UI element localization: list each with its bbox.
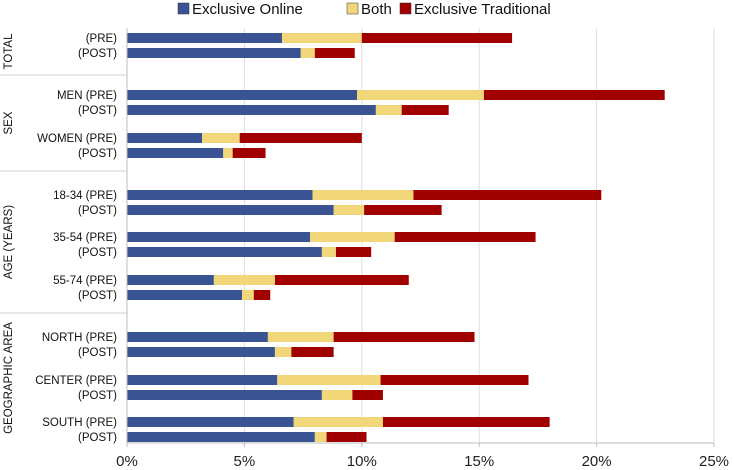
row-label-3-4: SOUTH (PRE) bbox=[42, 417, 117, 429]
legend-label-0: Exclusive Online bbox=[192, 1, 303, 18]
row-label-3-5: (POST) bbox=[78, 432, 117, 444]
row-label-0-1: (POST) bbox=[78, 48, 117, 60]
bar-3-1-2 bbox=[291, 347, 334, 357]
bar-3-2-1 bbox=[277, 375, 381, 385]
bar-1-3-2 bbox=[232, 148, 266, 158]
bar-1-0-2 bbox=[483, 90, 665, 100]
bar-2-4-1 bbox=[213, 275, 275, 285]
bar-0-1-1 bbox=[300, 48, 315, 58]
legend-swatch-0 bbox=[177, 2, 190, 15]
legend: Exclusive Online Both Exclusive Traditiona… bbox=[177, 1, 551, 18]
bar-2-1-2 bbox=[364, 205, 442, 215]
bar-1-3-1 bbox=[223, 148, 233, 158]
bar-3-0-1 bbox=[267, 332, 334, 342]
bar-2-5-1 bbox=[242, 290, 254, 300]
bar-1-2-1 bbox=[202, 133, 240, 143]
bar-1-1-0 bbox=[127, 105, 376, 115]
legend-swatch-1 bbox=[346, 2, 359, 15]
bar-2-0-1 bbox=[312, 190, 414, 200]
x-tick-label-3: 15% bbox=[464, 453, 494, 470]
row-label-3-3: (POST) bbox=[78, 390, 117, 402]
bar-1-1-1 bbox=[375, 105, 402, 115]
row-label-3-2: CENTER (PRE) bbox=[35, 375, 117, 387]
bar-1-0-1 bbox=[357, 90, 484, 100]
bar-2-3-1 bbox=[321, 247, 336, 257]
x-tick-label-0: 0% bbox=[116, 453, 138, 470]
row-label-2-3: (POST) bbox=[78, 247, 117, 259]
row-label-3-0: NORTH (PRE) bbox=[42, 332, 117, 344]
x-axis: 0% 5% 10% 15% 20% 25% bbox=[116, 28, 729, 470]
legend-label-1: Both bbox=[361, 1, 392, 18]
bars bbox=[127, 33, 665, 442]
bar-1-1-2 bbox=[401, 105, 449, 115]
group-label-0: TOTAL bbox=[3, 33, 15, 70]
row-label-2-5: (POST) bbox=[78, 290, 117, 302]
row-label-1-3: (POST) bbox=[78, 148, 117, 160]
bar-2-0-0 bbox=[127, 190, 313, 200]
bar-3-0-0 bbox=[127, 332, 268, 342]
group-label-1: SEX bbox=[3, 111, 15, 134]
bar-3-1-0 bbox=[127, 347, 275, 357]
x-tick-label-1: 5% bbox=[234, 453, 256, 470]
bar-2-2-1 bbox=[310, 232, 395, 242]
bar-2-1-0 bbox=[127, 205, 334, 215]
row-label-2-1: (POST) bbox=[78, 205, 117, 217]
bar-3-5-1 bbox=[314, 432, 327, 442]
bar-1-3-0 bbox=[127, 148, 224, 158]
bar-3-0-2 bbox=[333, 332, 475, 342]
row-label-1-0: MEN (PRE) bbox=[57, 90, 117, 102]
x-tick-label-5: 25% bbox=[699, 453, 729, 470]
bar-3-5-2 bbox=[326, 432, 367, 442]
bar-0-0-1 bbox=[281, 33, 362, 43]
bar-2-0-2 bbox=[413, 190, 602, 200]
bar-3-5-0 bbox=[127, 432, 315, 442]
bar-2-2-2 bbox=[394, 232, 536, 242]
bar-1-2-0 bbox=[127, 133, 203, 143]
bar-2-5-2 bbox=[253, 290, 271, 300]
bar-2-4-0 bbox=[127, 275, 214, 285]
group-label-2: AGE (YEARS) bbox=[3, 205, 15, 279]
bar-2-2-0 bbox=[127, 232, 311, 242]
bar-0-1-0 bbox=[127, 48, 301, 58]
bar-0-1-2 bbox=[314, 48, 355, 58]
row-label-1-1: (POST) bbox=[78, 105, 117, 117]
bar-2-5-0 bbox=[127, 290, 243, 300]
x-tick-label-4: 20% bbox=[582, 453, 612, 470]
legend-label-2: Exclusive Traditional bbox=[414, 1, 551, 18]
row-label-2-4: 55-74 (PRE) bbox=[53, 275, 117, 287]
bar-3-3-1 bbox=[321, 390, 353, 400]
row-label-1-2: WOMEN (PRE) bbox=[37, 133, 117, 145]
row-labels: (PRE) (POST) MEN (PRE) (POST) WOMEN (PRE) (PO… bbox=[35, 33, 117, 444]
bar-1-0-0 bbox=[127, 90, 358, 100]
bar-2-1-1 bbox=[333, 205, 365, 215]
bar-3-2-0 bbox=[127, 375, 278, 385]
row-label-2-0: 18-34 (PRE) bbox=[53, 190, 117, 202]
bar-3-1-1 bbox=[274, 347, 292, 357]
row-label-3-1: (POST) bbox=[78, 347, 117, 359]
bar-3-3-0 bbox=[127, 390, 322, 400]
legend-swatch-2 bbox=[399, 2, 412, 15]
bar-3-4-0 bbox=[127, 417, 294, 427]
bar-3-4-2 bbox=[382, 417, 550, 427]
bar-2-3-2 bbox=[335, 247, 372, 257]
bar-0-0-2 bbox=[361, 33, 513, 43]
bar-2-3-0 bbox=[127, 247, 322, 257]
bar-0-0-0 bbox=[127, 33, 282, 43]
bar-3-4-1 bbox=[293, 417, 383, 427]
bar-3-2-2 bbox=[380, 375, 529, 385]
bar-2-4-2 bbox=[274, 275, 409, 285]
bar-1-2-2 bbox=[239, 133, 362, 143]
group-labels: TOTAL SEX AGE (YEARS) GEOGRAPHIC AREA bbox=[0, 33, 127, 434]
bar-3-3-2 bbox=[352, 390, 383, 400]
row-label-0-0: (PRE) bbox=[86, 33, 117, 45]
x-tick-label-2: 10% bbox=[347, 453, 377, 470]
group-label-3: GEOGRAPHIC AREA bbox=[3, 322, 15, 434]
row-label-2-2: 35-54 (PRE) bbox=[53, 232, 117, 244]
